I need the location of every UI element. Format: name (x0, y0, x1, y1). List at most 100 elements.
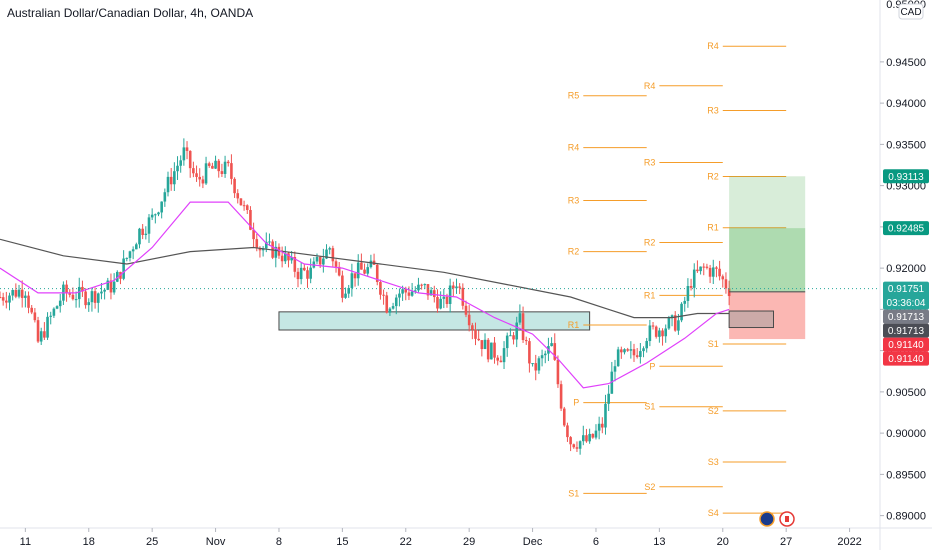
candle-body (160, 201, 163, 213)
price-badge-label: 0.91751 (888, 284, 925, 295)
candle-body (173, 171, 176, 185)
candle-body (436, 297, 439, 309)
price-badge (883, 337, 929, 352)
candle-body (81, 286, 84, 292)
candle-body (360, 262, 363, 270)
currency-badge[interactable]: CAD (898, 3, 924, 20)
chart-title: Australian Dollar/Canadian Dollar, 4h, O… (7, 6, 253, 20)
candle-body (236, 193, 240, 199)
candle-body (607, 393, 610, 404)
candle-body (128, 251, 132, 258)
candle-body (429, 290, 433, 296)
time-tick-label: 18 (83, 536, 95, 548)
candle-body (350, 273, 354, 288)
candle-body (718, 268, 721, 277)
candle-body (635, 355, 639, 357)
candle-body (14, 290, 18, 297)
candle-body (413, 290, 417, 292)
canada-flag-leaf-icon (785, 516, 789, 522)
price-badge (883, 169, 929, 184)
candle-body (90, 291, 94, 303)
pivot-label: R2 (568, 247, 580, 257)
price-tick-label: 0.94000 (886, 98, 926, 110)
candle-body (255, 239, 259, 249)
candle-body (594, 430, 598, 438)
candle-body (93, 291, 97, 303)
candle-body (11, 290, 14, 296)
candle-body (480, 340, 484, 350)
candle-body (287, 253, 290, 261)
candle-body (211, 165, 214, 169)
candle-body (702, 266, 706, 268)
price-badge (883, 309, 929, 324)
candle-body (610, 371, 614, 394)
candle-body (420, 284, 423, 286)
candle-body (318, 256, 322, 265)
candle-body (667, 318, 671, 329)
candle-body (299, 267, 303, 280)
pivot-label: R1 (707, 223, 719, 233)
zone-layer (278, 311, 591, 331)
candle-body (179, 160, 182, 166)
time-tick-label: 22 (400, 536, 412, 548)
candle-body (242, 205, 246, 207)
candle-body (613, 366, 617, 372)
candle-body (65, 284, 68, 294)
candle-body (264, 241, 268, 249)
candle-body (664, 328, 668, 337)
pivot-label: S2 (708, 406, 719, 416)
candle-body (696, 269, 699, 272)
candle-body (556, 359, 560, 385)
candle-body (540, 355, 544, 359)
pivot-layer: R5 R4 R3 R2 R1 P S1 R4 R3 R2 R1 P S1 S2 R4 R3 R2 R1 S1 S2 S3… (568, 41, 787, 518)
candle-body (626, 349, 629, 351)
candle-body (623, 349, 626, 353)
candle-body (499, 360, 503, 363)
price-badge (883, 221, 929, 236)
candle-body (505, 335, 509, 349)
ma-fast-line (0, 201, 730, 389)
candle-body (43, 331, 46, 338)
time-tick-label: 25 (146, 536, 158, 548)
candle-body (122, 258, 125, 279)
candle-body (502, 348, 506, 363)
event-icons[interactable] (759, 511, 795, 527)
candle-body (58, 300, 62, 307)
price-axis[interactable]: 0.895000.900000.905000.910000.915000.920… (880, 0, 926, 523)
candle-body (553, 343, 557, 360)
candle-body (115, 271, 119, 282)
profit-zone-near (729, 228, 806, 292)
candle-body (601, 423, 604, 428)
australia-flag-icon[interactable] (759, 511, 775, 527)
price-badge (883, 281, 929, 310)
price-tick-label: 0.93500 (886, 139, 926, 151)
time-tick-label: 15 (336, 536, 348, 548)
candle-body (154, 214, 157, 216)
candle-body (217, 160, 221, 172)
candle-body (483, 339, 487, 350)
candle-body (147, 217, 151, 234)
candle-body (258, 248, 262, 251)
candle-body (534, 363, 538, 371)
position-layer (0, 176, 880, 340)
time-axis[interactable]: 11 18 25 Nov 8 15 22 29 Dec 6 13 20 27 2022 (20, 528, 862, 548)
candle-body (239, 198, 243, 206)
candle-body (375, 264, 379, 283)
candle-body (233, 178, 236, 194)
candle-body (423, 284, 427, 286)
pivot-label: R2 (707, 172, 719, 182)
time-tick-label: 11 (20, 536, 31, 548)
price-badge-label: 0.91140 (888, 354, 924, 365)
pivot-label: R1 (644, 290, 656, 300)
candle-body (201, 179, 205, 184)
candle-body (572, 444, 576, 448)
pivot-label: R3 (644, 158, 656, 168)
candle-body (204, 163, 208, 184)
candle-body (404, 289, 408, 293)
candle-body (493, 342, 496, 358)
candle-body (432, 290, 436, 298)
candle-body (230, 163, 233, 179)
candle-body (391, 306, 395, 309)
candle-body (683, 300, 687, 304)
